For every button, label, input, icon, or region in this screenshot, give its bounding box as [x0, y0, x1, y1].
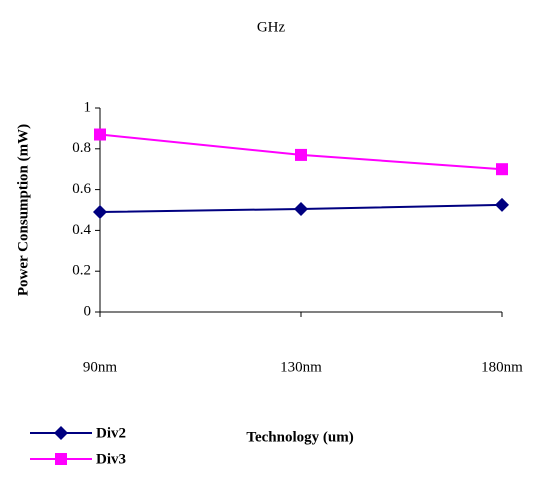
data-point	[93, 205, 107, 220]
y-tick-label: 0.8	[72, 140, 91, 156]
legend-marker	[54, 426, 68, 440]
x-axis-title: Technology (um)	[246, 429, 353, 445]
data-point	[496, 163, 508, 176]
y-axis-title: Power Consumption (mW)	[15, 124, 31, 296]
data-point	[295, 148, 307, 161]
y-tick-label: 0.6	[72, 181, 91, 197]
legend-marker	[55, 453, 67, 465]
y-tick-label: 0.4	[72, 222, 91, 238]
y-tick-label: 0	[84, 303, 92, 319]
data-point	[294, 201, 308, 216]
x-tick-label: 90nm	[83, 359, 118, 375]
chart-title: GHz	[257, 19, 286, 35]
y-tick-label: 1	[84, 99, 92, 115]
data-point	[495, 197, 509, 212]
x-tick-label: 180nm	[481, 359, 523, 375]
x-tick-label: 130nm	[280, 359, 322, 375]
y-tick-label: 0.2	[72, 263, 91, 279]
legend-label: Div2	[96, 425, 126, 441]
data-point	[94, 128, 106, 141]
legend-label: Div3	[96, 451, 126, 467]
